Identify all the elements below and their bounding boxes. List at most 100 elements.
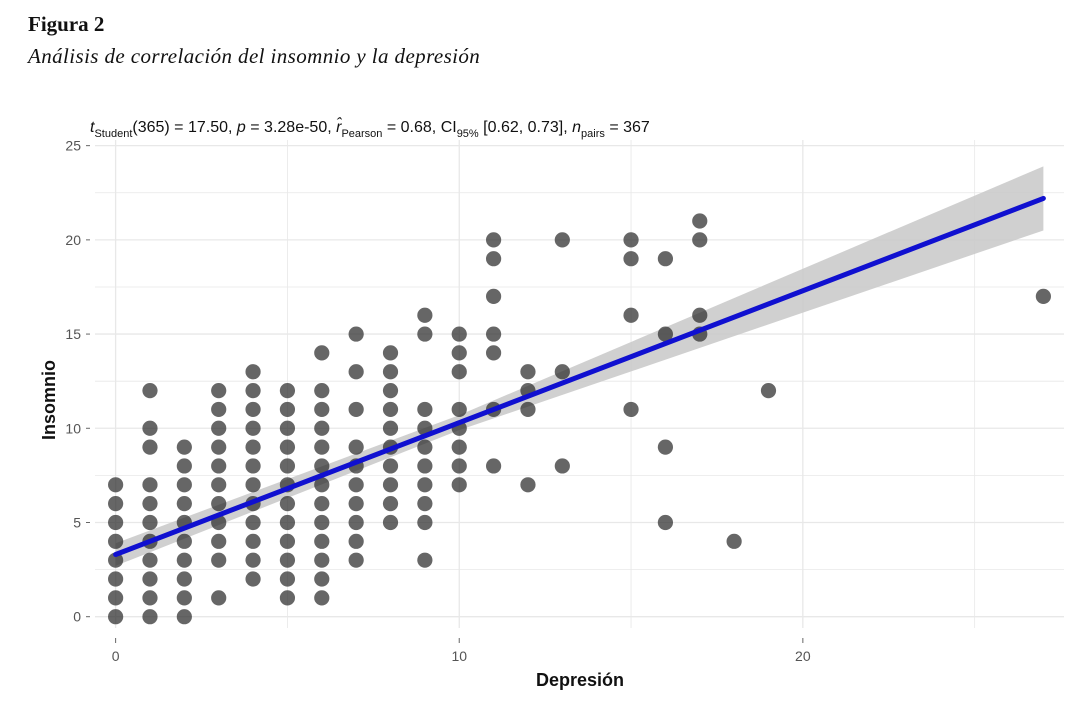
data-point <box>554 232 570 248</box>
data-point <box>211 458 227 474</box>
data-point <box>520 364 536 380</box>
data-point <box>314 496 330 512</box>
data-point <box>314 477 330 493</box>
data-point <box>692 213 708 229</box>
data-point <box>451 458 467 474</box>
data-point <box>451 364 467 380</box>
data-point <box>417 307 433 323</box>
stats-t-value: = 17.50, <box>170 119 237 136</box>
data-point <box>108 609 124 625</box>
data-point <box>211 477 227 493</box>
data-point <box>108 477 124 493</box>
data-point <box>417 401 433 418</box>
data-point <box>382 364 399 380</box>
data-point <box>485 232 502 248</box>
data-point <box>348 552 364 568</box>
data-point <box>279 533 296 549</box>
data-point <box>314 439 330 455</box>
data-point <box>245 477 261 493</box>
data-point <box>176 533 192 549</box>
data-point <box>348 326 364 342</box>
regression-line <box>113 195 1046 558</box>
data-point <box>485 251 502 267</box>
data-point <box>279 590 296 606</box>
figure-label: Figura 2 <box>28 12 105 36</box>
data-point <box>142 420 158 436</box>
data-point <box>108 571 124 587</box>
data-point <box>520 401 536 418</box>
data-point <box>245 552 261 568</box>
stats-subtitle: tStudent(365) = 17.50, p = 3.28e-50, r̂P… <box>90 116 650 140</box>
x-tick-label: 10 <box>451 648 467 664</box>
data-point <box>382 514 399 531</box>
stats-r-value: = 0.68, CI <box>382 119 456 136</box>
y-tick-label: 0 <box>73 609 81 625</box>
data-point <box>726 533 742 549</box>
data-point <box>108 514 124 531</box>
data-point <box>382 345 399 361</box>
data-point <box>417 552 433 568</box>
data-point <box>520 477 536 493</box>
data-point <box>279 552 296 568</box>
stats-r-sub: Pearson <box>341 128 382 140</box>
y-tick-label: 15 <box>65 326 81 342</box>
data-point <box>485 458 502 474</box>
data-point <box>382 458 399 474</box>
data-point <box>417 326 433 342</box>
data-point <box>108 552 124 568</box>
data-point <box>279 571 296 587</box>
data-point <box>451 477 467 493</box>
data-point <box>692 232 708 248</box>
data-point <box>142 439 158 455</box>
data-point <box>485 288 502 304</box>
data-point <box>314 571 330 587</box>
data-point <box>485 326 502 342</box>
data-point <box>657 514 674 531</box>
data-point <box>382 420 399 436</box>
data-point <box>417 496 433 512</box>
stats-n-symbol: n <box>572 119 581 136</box>
data-point <box>314 458 330 474</box>
data-point <box>176 496 192 512</box>
data-point <box>279 496 296 512</box>
data-point <box>245 514 261 531</box>
data-point <box>245 420 261 436</box>
data-point <box>348 439 364 455</box>
tick-layer: 0 10 20 0 5 10 15 20 25 <box>65 138 810 664</box>
data-point <box>211 552 227 568</box>
data-point <box>142 514 158 531</box>
data-point <box>142 382 158 399</box>
data-point <box>314 514 330 531</box>
data-point <box>382 382 399 399</box>
data-point <box>623 232 639 248</box>
data-point <box>176 439 192 455</box>
data-point <box>176 477 192 493</box>
data-point <box>657 326 674 342</box>
y-tick-label: 20 <box>65 232 81 248</box>
data-point <box>485 345 502 361</box>
data-point <box>451 326 467 342</box>
data-point <box>348 533 364 549</box>
data-point <box>382 401 399 418</box>
data-point <box>211 401 227 418</box>
data-point <box>692 307 708 323</box>
data-point <box>142 477 158 493</box>
stats-t-symbol: t <box>90 119 95 136</box>
data-point <box>142 552 158 568</box>
data-point <box>211 590 227 606</box>
data-point <box>451 439 467 455</box>
data-point <box>417 458 433 474</box>
data-point <box>176 609 192 625</box>
x-axis-title: Depresión <box>536 670 624 690</box>
x-tick-label: 0 <box>112 648 120 664</box>
data-point <box>279 420 296 436</box>
data-point <box>314 552 330 568</box>
stats-p-value: = 3.28e-50, <box>246 119 336 136</box>
data-point <box>176 552 192 568</box>
data-point <box>245 458 261 474</box>
data-point <box>623 307 639 323</box>
data-point <box>245 382 261 399</box>
data-point <box>382 496 399 512</box>
data-point <box>245 401 261 418</box>
